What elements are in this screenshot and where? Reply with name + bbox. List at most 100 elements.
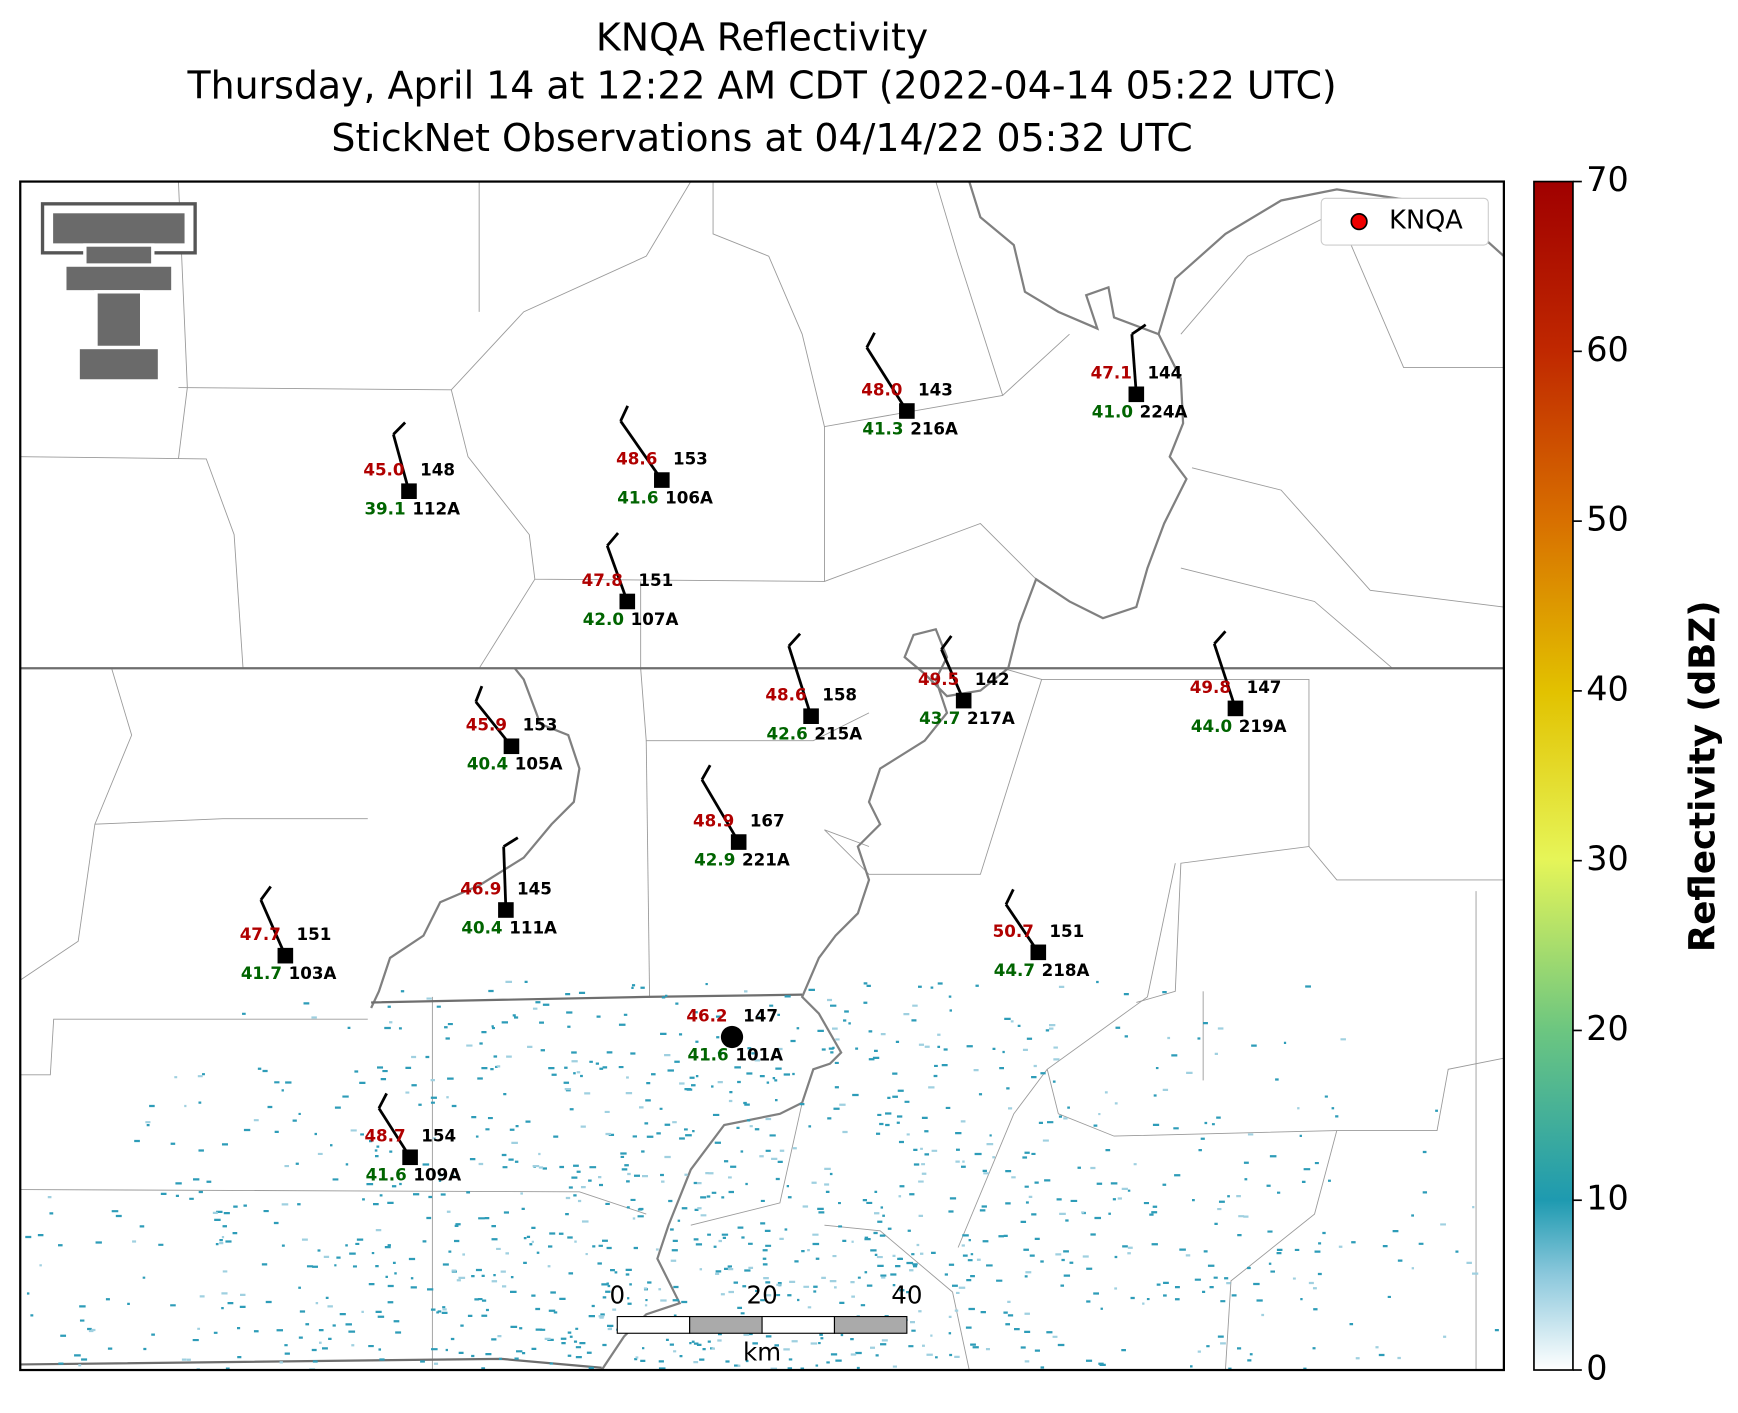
station: 48.6 158 42.6 215A [765,632,862,744]
station-marker [654,472,670,488]
wind-staff [1212,643,1237,709]
observation-time: StickNet Observations at 04/14/22 05:32 … [331,116,1192,160]
pressure: 145 [517,878,552,898]
temperature: 48.7 [364,1126,405,1146]
station: 47.1 144 41.0 224A [1091,323,1187,422]
radar-site-marker [720,1025,744,1049]
dewpoint: 41.6 [366,1165,407,1185]
scale-bar-unit: km [743,1337,781,1366]
pressure: 154 [421,1126,456,1146]
colorbar-tick-label: 40 [1586,669,1629,708]
station: 48.7 154 41.6 109A [364,1092,461,1185]
temperature: 49.8 [1190,677,1231,697]
station-id: 217A [967,708,1015,728]
station-marker [277,947,294,964]
colorbar-tick-label: 10 [1586,1179,1629,1218]
station-marker [503,738,520,755]
station: 48.0 143 41.3 216A [861,332,958,438]
wind-staff [619,420,663,481]
pressure: 143 [918,379,953,399]
pressure: 147 [1247,677,1282,697]
temperature: 45.0 [363,460,404,480]
wind-barb [700,764,712,781]
wind-barb [865,332,876,349]
station-marker [1128,386,1145,403]
temperature: 45.9 [466,715,507,735]
pressure: 151 [296,924,331,944]
station-marker [402,1149,418,1166]
temperature: 48.6 [616,449,657,469]
station: 49.8 147 44.0 219A [1190,630,1287,736]
pressure: 153 [673,449,708,469]
station-marker [1030,944,1047,961]
station: 48.9 167 42.9 221A [693,764,790,869]
station-id: 112A [412,499,460,519]
temperature: 48.0 [861,379,902,399]
wind-barb [1213,630,1227,645]
temperature: 50.7 [993,921,1034,941]
station-id: 219A [1239,716,1287,736]
station-marker [730,834,747,850]
wind-staff [377,1107,412,1159]
station-marker [1227,700,1244,717]
wind-barb [1004,888,1015,906]
rivers [370,181,1504,1371]
station: 50.7 151 44.7 218A [993,888,1089,980]
wind-staff [700,778,740,843]
station-marker [401,483,417,499]
dewpoint: 41.7 [241,963,282,983]
wind-barb [787,632,802,647]
station-id: 101A [735,1044,783,1064]
colorbar-tick-label: 0 [1586,1349,1607,1388]
dewpoint: 41.0 [1092,402,1133,422]
wind-staff [865,346,909,412]
temperature: 48.9 [693,811,734,831]
station: 47.8 151 42.0 107A [582,532,679,629]
station-id: 221A [742,849,790,869]
station-marker [899,403,915,419]
wind-staff [392,434,411,492]
scale-bar-segment [761,1315,836,1334]
dewpoint: 43.7 [919,708,960,728]
dewpoint: 42.9 [694,849,735,869]
wind-barb [392,421,407,436]
dewpoint: 44.0 [1191,716,1232,736]
station: 49.5 142 43.7 217A [918,635,1015,728]
legend-label: KNQA [1389,206,1463,236]
station-marker [803,708,819,724]
station-marker [498,902,514,918]
scale-bar-label: 40 [891,1281,922,1310]
station-id: 111A [509,917,557,937]
temperature: 47.8 [582,570,623,590]
station: 47.7 151 41.7 103A [240,885,337,983]
station: 45.0 148 39.1 112A [363,421,460,519]
pressure: 167 [750,811,785,831]
station-id: 216A [910,418,958,438]
station: 46.2 147 41.6 101A [686,1005,783,1064]
station-marker [619,593,636,610]
pressure: 142 [975,669,1010,689]
scale-bar-label: 20 [746,1281,777,1310]
legend-marker [1350,213,1368,231]
station-id: 215A [814,724,862,744]
pressure: 144 [1147,363,1182,383]
pressure: 158 [822,685,857,705]
map-frame [19,180,1505,1372]
colorbar-tick-label: 50 [1586,500,1629,539]
pressure: 148 [420,460,455,480]
station-id: 107A [631,609,679,629]
state-line [371,993,803,1004]
scale-bar-segment [616,1315,691,1334]
wind-barb [259,885,272,901]
wind-staff [1004,903,1040,954]
dewpoint: 40.4 [461,917,502,937]
scale-bar-segment [833,1315,908,1334]
legend-box [1320,197,1489,246]
colorbar-tick-label: 60 [1586,330,1629,369]
colorbar-label: Reflectivity (dBZ) [1682,601,1723,953]
wind-barb [502,836,519,848]
pressure: 147 [743,1005,778,1025]
radar-echoes [39,980,1479,1370]
